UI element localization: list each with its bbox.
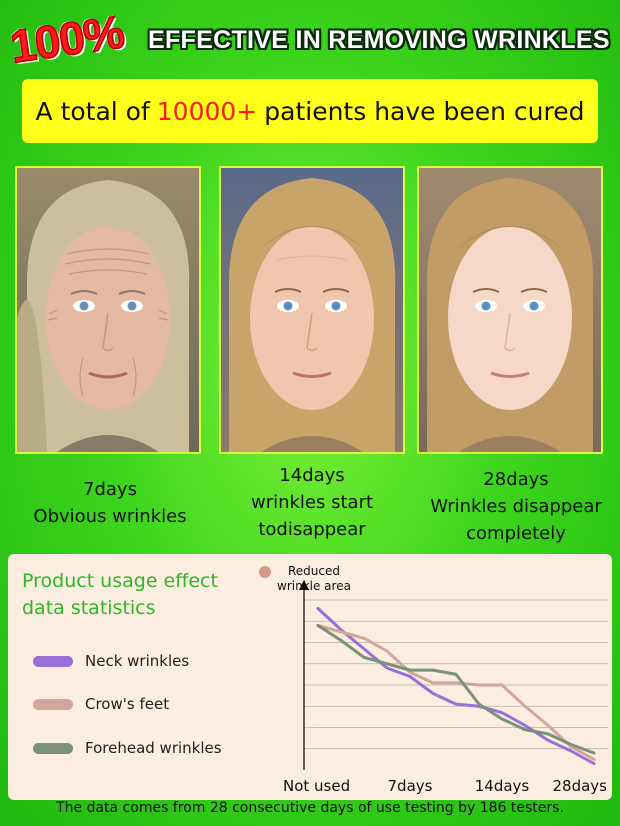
- x-tick-label: 28days: [553, 777, 608, 795]
- legend-item-forehead: Forehead wrinkles: [33, 739, 222, 757]
- headline: 100% EFFECTIVE IN REMOVING WRINKLES: [6, 5, 616, 74]
- x-tick-label: 7days: [388, 777, 433, 795]
- face-illustration-middle: [221, 168, 403, 452]
- stats-panel: Product usage effect data statistics Nec…: [8, 554, 612, 800]
- legend-swatch-crows-feet: [33, 698, 73, 710]
- x-tick-label: Not used: [283, 777, 350, 795]
- caption-day-14: 14days wrinkles start todisappear: [214, 462, 410, 543]
- headline-text: EFFECTIVE IN REMOVING WRINKLES: [148, 26, 610, 54]
- series-line-crow-s-feet: [316, 624, 596, 761]
- caption-day-28-title: 28days: [483, 469, 549, 490]
- stats-title-line-1: Product usage effect: [22, 570, 218, 592]
- legend-item-neck: Neck wrinkles: [33, 652, 189, 670]
- caption-day-14-text-1: wrinkles start: [250, 492, 374, 513]
- stats-title-line-2: data statistics: [22, 597, 156, 619]
- caption-day-14-text-2: todisappear: [258, 519, 366, 540]
- caption-day-28-text-2: completely: [466, 523, 566, 544]
- caption-day-28: 28days Wrinkles disappear completely: [412, 466, 620, 547]
- series-line-neck-wrinkles: [316, 607, 596, 766]
- banner-prefix: A total of: [35, 96, 150, 126]
- legend-label-neck: Neck wrinkles: [85, 652, 190, 670]
- legend-item-crows-feet: Crow's feet: [33, 695, 169, 713]
- legend-label-crows-feet: Crow's feet: [85, 695, 170, 713]
- legend-swatch-forehead: [33, 742, 73, 754]
- banner-suffix: patients have been cured: [264, 96, 585, 126]
- caption-day-28-text-1: Wrinkles disappear: [430, 496, 602, 517]
- stats-title: Product usage effect data statistics: [22, 568, 242, 622]
- y-axis-label-line-1: Reduced: [288, 564, 340, 578]
- face-illustration-older: [17, 168, 199, 452]
- headline-percent: 100%: [6, 5, 127, 74]
- series-line-forehead-wrinkles: [316, 624, 596, 755]
- y-axis-label-line-2: wrinkle area: [277, 579, 351, 593]
- caption-day-7-title: 7days: [83, 479, 137, 500]
- patients-banner: A total of 10000+ patients have been cur…: [22, 79, 598, 143]
- footer-note: The data comes from 28 consecutive days …: [56, 800, 564, 816]
- caption-day-7: 7days Obvious wrinkles: [15, 476, 205, 530]
- ylabel-dot-marker: [259, 566, 271, 578]
- x-tick-label: 14days: [475, 777, 530, 795]
- wrinkle-line-chart: Reduced wrinkle area Not used 7days 14days…: [259, 564, 608, 795]
- y-axis-arrow-icon: [299, 580, 309, 590]
- legend-label-forehead: Forehead wrinkles: [85, 739, 222, 757]
- caption-day-14-title: 14days: [279, 465, 345, 486]
- banner-highlight: 10000+: [156, 96, 258, 126]
- photo-day-14: [219, 166, 405, 454]
- caption-day-7-text: Obvious wrinkles: [33, 506, 187, 527]
- legend-swatch-neck: [33, 655, 73, 667]
- photo-day-7: [15, 166, 201, 454]
- face-illustration-younger: [419, 168, 601, 452]
- photo-day-28: [417, 166, 603, 454]
